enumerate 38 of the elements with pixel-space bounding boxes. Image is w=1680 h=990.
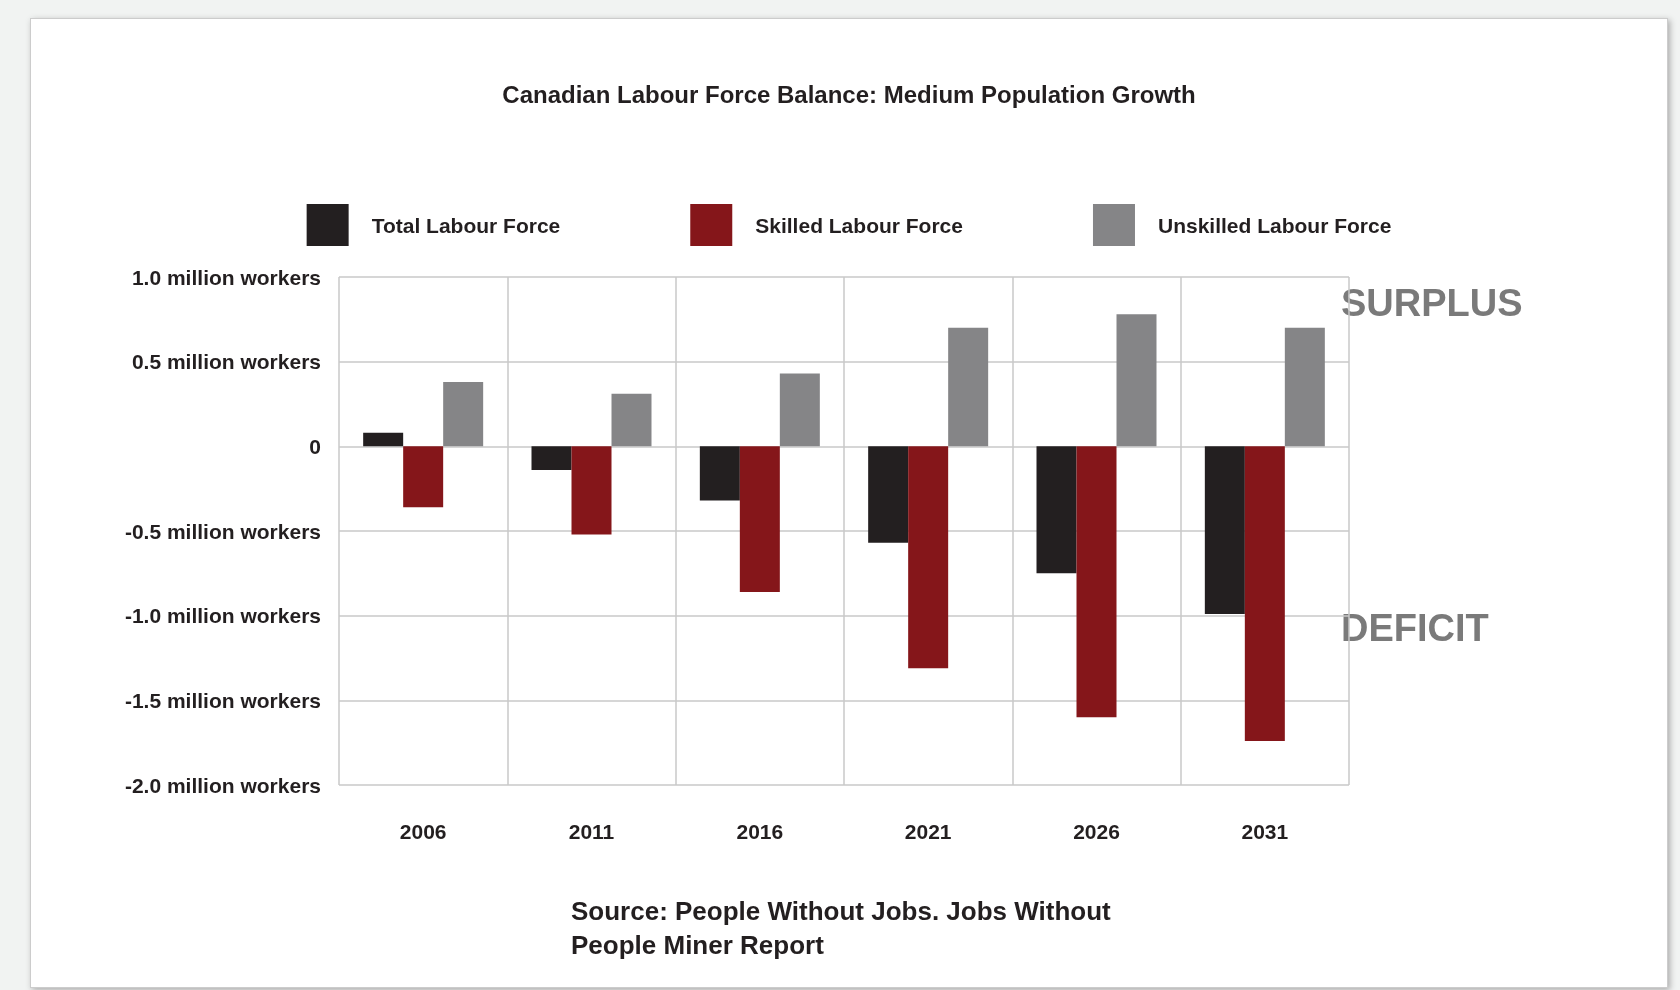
bar xyxy=(1204,446,1245,614)
chart-title: Canadian Labour Force Balance: Medium Population Growth xyxy=(502,80,1196,108)
bar xyxy=(403,446,444,508)
legend-label: Total Labour Force xyxy=(371,213,561,237)
bar xyxy=(779,373,820,447)
y-tick-label: -1.5 million workers xyxy=(124,688,321,712)
legend-label: Unskilled Labour Force xyxy=(1157,213,1392,237)
x-tick-label: 2006 xyxy=(399,820,447,843)
y-tick-label: 0 xyxy=(309,434,321,458)
y-tick-label: 1.0 million workers xyxy=(131,265,321,289)
bar xyxy=(571,446,612,535)
bar xyxy=(611,393,652,447)
legend-label: Skilled Labour Force xyxy=(755,213,963,237)
bar xyxy=(948,327,989,447)
annotation: SURPLUS xyxy=(1341,282,1523,324)
bar xyxy=(699,446,740,501)
x-tick-label: 2031 xyxy=(1241,820,1289,843)
bar xyxy=(739,446,780,592)
y-tick-label: -0.5 million workers xyxy=(124,519,321,543)
bar xyxy=(1284,327,1325,447)
y-tick-label: -2.0 million workers xyxy=(124,773,321,797)
bar xyxy=(363,432,404,447)
y-tick-label: -1.0 million workers xyxy=(124,604,321,628)
bar xyxy=(908,446,949,669)
x-tick-label: 2016 xyxy=(736,820,784,843)
annotation: DEFICIT xyxy=(1341,607,1489,649)
source-note: Source: People Without Jobs. Jobs Without People Miner Report xyxy=(571,896,1118,960)
bar xyxy=(1036,446,1077,574)
bar xyxy=(1116,314,1157,447)
x-tick-label: 2011 xyxy=(568,820,615,843)
x-tick-label: 2026 xyxy=(1073,820,1120,843)
bar xyxy=(1076,446,1117,718)
bar xyxy=(443,381,484,447)
x-tick-label: 2021 xyxy=(904,820,952,843)
y-tick-label: 0.5 million workers xyxy=(131,350,321,374)
bar xyxy=(531,446,572,471)
bar xyxy=(868,446,909,543)
bar xyxy=(1244,446,1285,741)
